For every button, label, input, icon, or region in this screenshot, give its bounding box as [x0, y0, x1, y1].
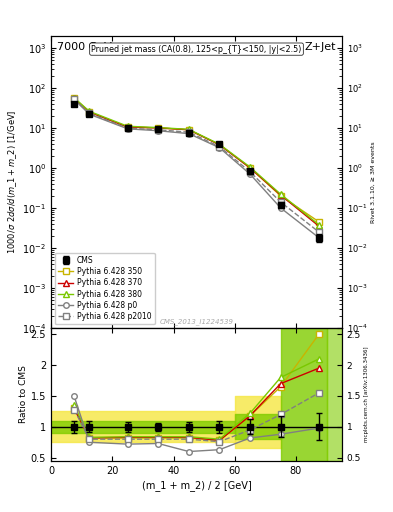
Y-axis label: Rivet 3.1.10, ≥ 3M events: Rivet 3.1.10, ≥ 3M events [371, 141, 376, 223]
Text: 7000 GeV pp: 7000 GeV pp [57, 41, 129, 52]
Y-axis label: Ratio to CMS: Ratio to CMS [19, 366, 28, 423]
Y-axis label: $1000/\sigma\ 2d\sigma/d(m\_1 + m\_2)\ [1/\mathrm{GeV}]$: $1000/\sigma\ 2d\sigma/d(m\_1 + m\_2)\ [… [7, 110, 19, 254]
Text: Z+Jet: Z+Jet [305, 41, 336, 52]
Text: CMS_2013_I1224539: CMS_2013_I1224539 [160, 318, 233, 325]
X-axis label: (m_1 + m_2) / 2 [GeV]: (m_1 + m_2) / 2 [GeV] [141, 480, 252, 490]
Legend: CMS, Pythia 6.428 350, Pythia 6.428 370, Pythia 6.428 380, Pythia 6.428 p0, Pyth: CMS, Pythia 6.428 350, Pythia 6.428 370,… [55, 252, 155, 324]
Text: Pruned jet mass (CA(0.8), 125<p_{T}<150, |y|<2.5): Pruned jet mass (CA(0.8), 125<p_{T}<150,… [91, 45, 302, 54]
Y-axis label: mcplots.cern.ch [arXiv:1306.3436]: mcplots.cern.ch [arXiv:1306.3436] [364, 347, 369, 442]
